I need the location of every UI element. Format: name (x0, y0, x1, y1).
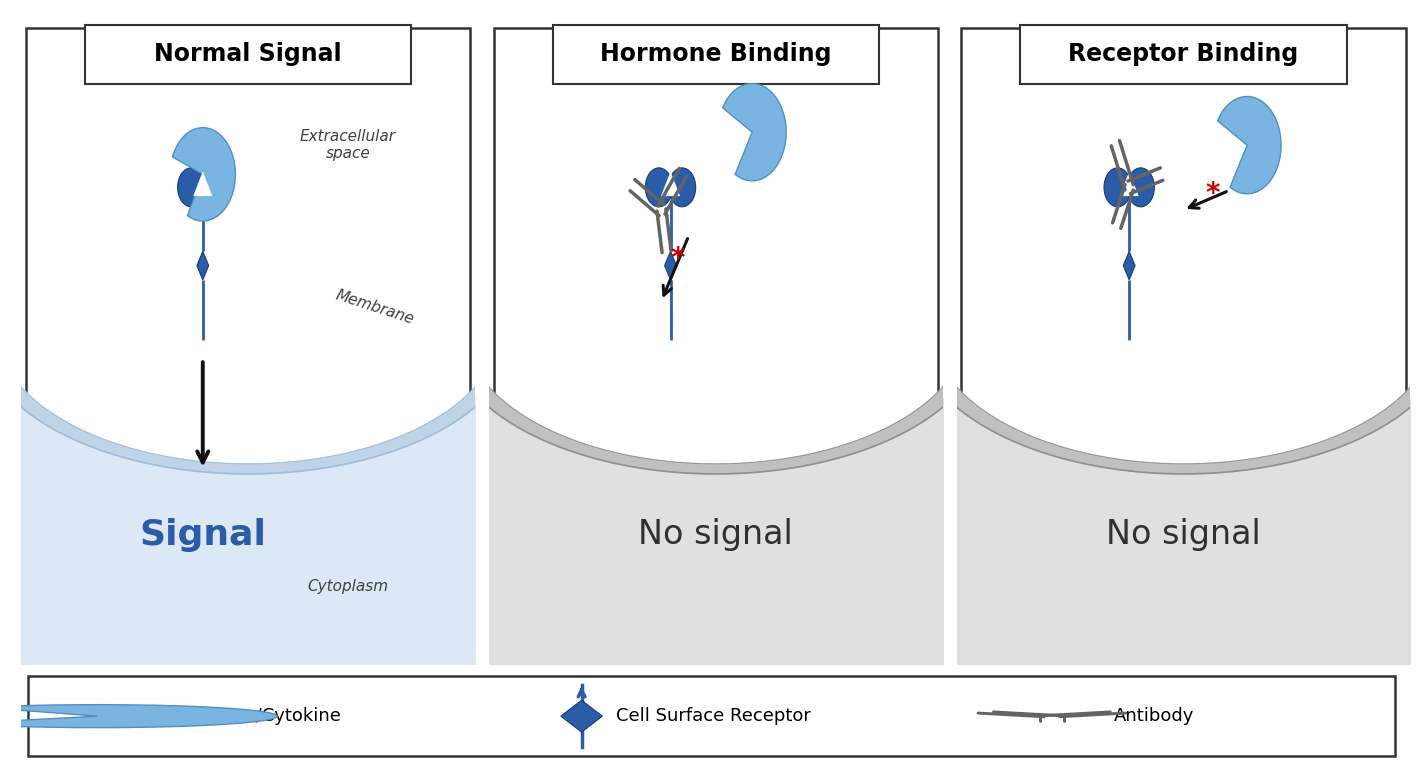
Text: Receptor Binding: Receptor Binding (1068, 42, 1299, 66)
Wedge shape (1218, 97, 1281, 194)
Polygon shape (665, 251, 676, 280)
Text: Membrane: Membrane (334, 288, 416, 327)
Wedge shape (723, 84, 786, 180)
Polygon shape (445, 327, 987, 474)
Polygon shape (560, 700, 602, 732)
Text: Cytoplasm: Cytoplasm (308, 579, 388, 594)
Polygon shape (194, 172, 212, 196)
Circle shape (1104, 168, 1131, 207)
Polygon shape (1119, 172, 1138, 196)
Text: Antibody: Antibody (1114, 707, 1195, 725)
Circle shape (669, 168, 696, 207)
Wedge shape (0, 705, 277, 727)
Circle shape (1127, 168, 1154, 207)
Wedge shape (173, 127, 235, 221)
Text: Extracellular
space: Extracellular space (299, 129, 396, 161)
Bar (553, 25, 878, 84)
Text: *: * (1206, 180, 1221, 208)
Polygon shape (913, 327, 1426, 474)
Text: Cell Surface Receptor: Cell Surface Receptor (616, 707, 811, 725)
Circle shape (201, 168, 228, 207)
Circle shape (646, 168, 673, 207)
Circle shape (178, 168, 205, 207)
Text: *: * (670, 245, 684, 273)
Polygon shape (0, 327, 519, 474)
Text: Normal Signal: Normal Signal (154, 42, 342, 66)
Text: No signal: No signal (639, 518, 793, 551)
Polygon shape (1124, 251, 1135, 280)
Text: Hormone Binding: Hormone Binding (600, 42, 831, 66)
Text: No signal: No signal (1107, 518, 1261, 551)
Polygon shape (662, 172, 680, 196)
Bar (86, 25, 411, 84)
Polygon shape (197, 251, 208, 280)
Bar (1021, 25, 1346, 84)
Text: Signal: Signal (140, 518, 267, 551)
Text: Hormone/Cytokine: Hormone/Cytokine (174, 707, 341, 725)
